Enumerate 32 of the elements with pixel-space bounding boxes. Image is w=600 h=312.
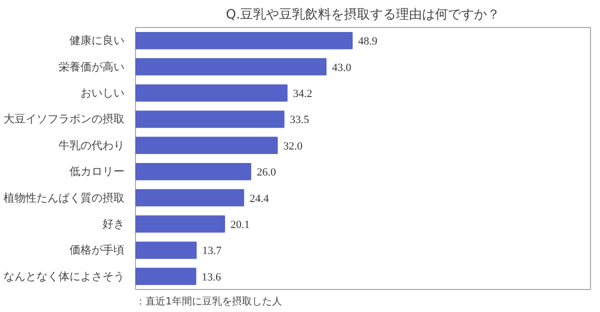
y-tick-label: 低カロリー (70, 165, 124, 178)
y-tick-label: 植物性たんぱく質の摂取 (4, 191, 124, 204)
data-label: 24.4 (250, 192, 270, 205)
y-tick-label: 価格が手頃 (70, 244, 124, 257)
data-label: 26.0 (256, 166, 276, 179)
bar (136, 162, 252, 180)
bar (136, 215, 226, 233)
y-tick-label: 好き (102, 218, 124, 230)
bar (136, 58, 327, 76)
bar (136, 84, 288, 102)
data-label: 34.2 (293, 88, 312, 100)
data-label: 13.7 (202, 245, 222, 258)
y-tick-label: 栄養価が高い (58, 60, 124, 74)
y-tick-label: なんとなく体によさそう (4, 270, 124, 283)
bar (136, 136, 278, 154)
chart-title: Q.豆乳や豆乳飲料を摂取する理由は何ですか？ (226, 8, 500, 22)
y-tick-label: 牛乳の代わり (58, 138, 124, 152)
text: ：直近1年間に豆乳を摂取した人 (136, 296, 282, 308)
data-label: 13.6 (202, 271, 222, 284)
y-tick-label: 健康に良い (70, 34, 124, 48)
data-label: 48.9 (358, 36, 378, 48)
data-label: 33.5 (290, 114, 310, 126)
y-tick-label: おいしい (80, 86, 124, 100)
bar (136, 32, 353, 50)
data-label: 20.1 (230, 219, 250, 231)
y-tick-label: 大豆イソフラボンの摂取 (4, 112, 124, 126)
bar (136, 189, 244, 206)
data-label: 43.0 (332, 62, 352, 74)
data-label: 32.0 (283, 140, 304, 152)
bar (136, 242, 197, 259)
bar (136, 110, 284, 128)
bar (136, 268, 196, 286)
